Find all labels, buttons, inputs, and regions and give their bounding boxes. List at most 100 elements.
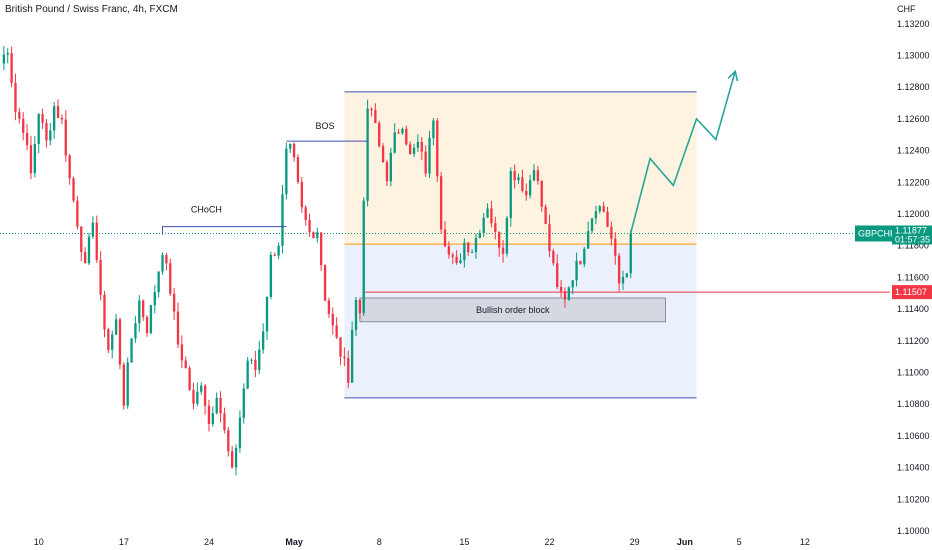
candle-body (300, 181, 303, 208)
candle-body (625, 273, 629, 277)
candle-body (610, 226, 613, 239)
candle-body (482, 217, 485, 233)
candle-body (521, 177, 524, 192)
current-price-tag (892, 225, 932, 245)
y-tick-label: 1.11400 (897, 304, 929, 314)
candle-body (583, 248, 586, 265)
choch-label: CHoCH (191, 205, 222, 215)
premium-zone (344, 91, 697, 245)
symbol-tag-label: GBPCHF (858, 228, 896, 238)
candle-body (350, 330, 354, 383)
zones-layer: Bullish order block (0, 91, 890, 399)
candle-body (432, 120, 435, 138)
candle-body (347, 358, 350, 383)
y-tick-label: 1.12200 (897, 177, 930, 187)
candle-body (227, 430, 230, 452)
candle-body (401, 128, 404, 134)
candle-body (68, 155, 71, 179)
x-tick-label: May (285, 537, 303, 547)
y-tick-label: 1.13000 (897, 50, 930, 60)
candle-body (409, 144, 412, 154)
candle-body (22, 118, 25, 133)
candle-body (285, 148, 288, 195)
candle-body (614, 238, 617, 256)
candle-body (111, 334, 114, 350)
candle-body (525, 191, 528, 196)
candle-body (575, 260, 578, 281)
candle-body (629, 233, 632, 274)
candle-body (552, 251, 555, 264)
candle-body (203, 385, 207, 406)
candle-body (114, 319, 118, 335)
candle-body (53, 106, 56, 131)
candle-body (76, 200, 79, 227)
candle-body (621, 276, 625, 284)
chart-title: British Pound / Swiss Franc, 4h, FXCM (5, 4, 178, 15)
x-tick-label: 29 (630, 537, 640, 547)
candle-body (370, 108, 373, 110)
candle-body (41, 114, 44, 123)
candle-body (261, 331, 265, 350)
candle-body (246, 360, 249, 389)
candle-body (439, 176, 443, 230)
candle-body (536, 170, 540, 182)
candle-body (138, 300, 141, 324)
candle-body (606, 211, 609, 227)
candle-body (304, 207, 307, 220)
countdown-label: 01:57:35 (895, 234, 930, 244)
y-tick-label: 1.10200 (897, 494, 930, 504)
x-tick-label: 17 (119, 537, 129, 547)
candle-body (180, 344, 184, 361)
y-axis-unit: CHF (897, 4, 916, 14)
candle-body (238, 417, 242, 448)
candle-body (316, 232, 319, 239)
candle-body (378, 123, 381, 147)
candle-body (2, 54, 6, 64)
choch-line (162, 226, 287, 235)
candle-body (118, 319, 122, 365)
candle-body (381, 146, 385, 163)
projection-path (629, 71, 736, 234)
candle-body (455, 256, 458, 263)
candle-body (420, 141, 423, 152)
candle-body (91, 222, 95, 237)
x-tick-label: Jun (677, 537, 693, 547)
y-tick-label: 1.11600 (897, 272, 929, 282)
y-tick-label: 1.11800 (897, 241, 929, 251)
y-tick-label: 1.13200 (897, 19, 930, 29)
candle-body (250, 359, 253, 361)
candle-body (312, 232, 315, 239)
candle-body (579, 260, 582, 265)
candle-body (587, 231, 590, 249)
candle-body (405, 128, 408, 145)
candle-body (153, 292, 156, 306)
candle-body (281, 194, 284, 246)
candle-body (130, 338, 133, 363)
candle-body (33, 143, 36, 174)
candle-body (389, 152, 392, 182)
candle-body (18, 111, 21, 119)
candle-body (509, 171, 512, 218)
candle-body (447, 246, 451, 255)
candle-body (207, 405, 211, 424)
candle-body (505, 217, 509, 254)
candle-body (567, 287, 570, 300)
candle-body (165, 254, 168, 264)
candle-body (598, 206, 601, 212)
candle-body (223, 413, 226, 431)
candle-body (37, 114, 40, 144)
candle-body (95, 222, 98, 260)
candle-body (559, 286, 563, 292)
candle-body (517, 177, 520, 181)
symbol-tag (855, 225, 892, 242)
candle-body (412, 147, 416, 154)
candle-body (443, 229, 447, 247)
candle-body (335, 325, 338, 338)
candle-body (149, 305, 153, 334)
y-tick-label: 1.10800 (897, 399, 930, 409)
y-tick-label: 1.10400 (897, 463, 930, 473)
candle-body (192, 389, 195, 404)
candle-body (556, 263, 559, 287)
candle-body (594, 211, 598, 219)
